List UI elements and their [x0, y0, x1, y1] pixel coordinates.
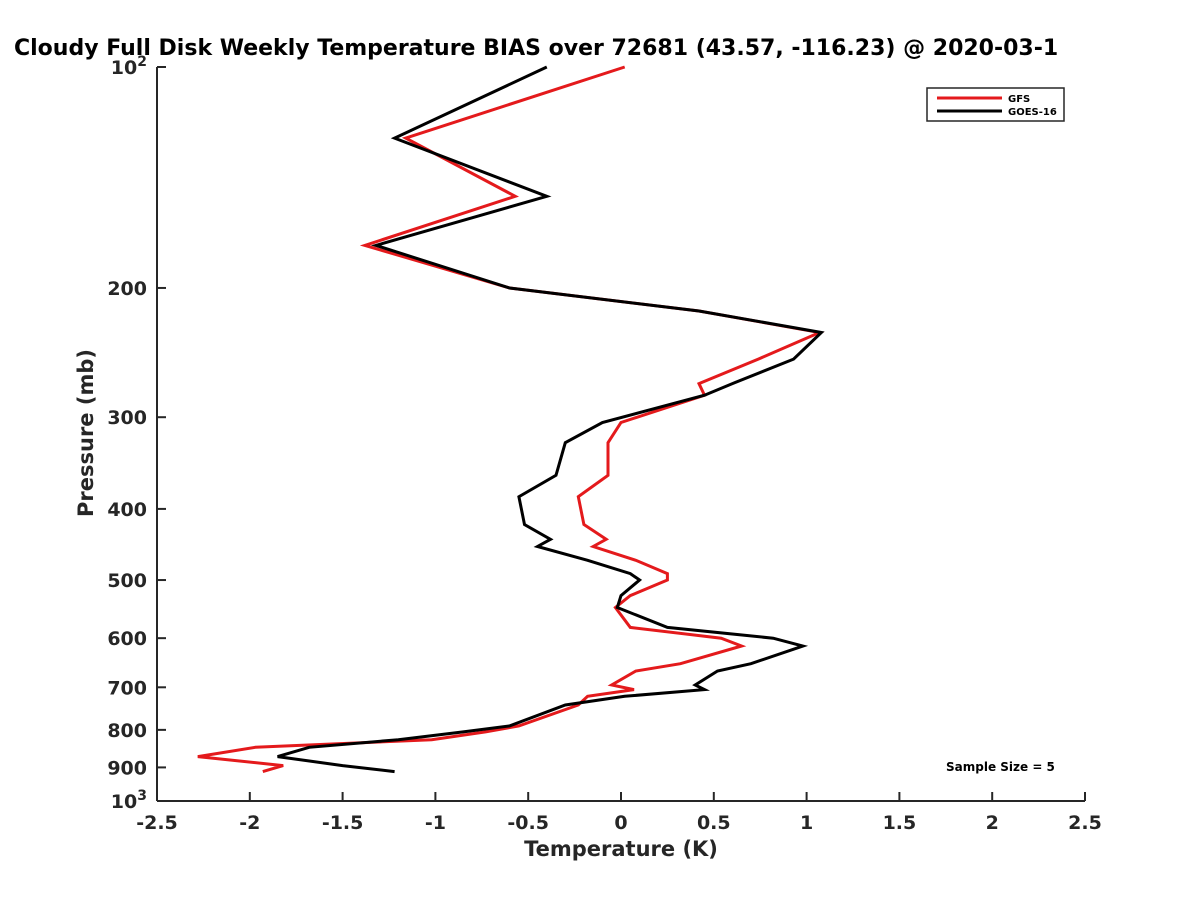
legend-label-1: GOES-16 [1008, 107, 1057, 118]
y-tick-label: 300 [107, 407, 147, 429]
y-tick-label: 900 [107, 757, 147, 779]
sample-size-annotation: Sample Size = 5 [946, 760, 1055, 774]
y-tick-label: 600 [107, 628, 147, 650]
x-tick-label: -0.5 [507, 812, 549, 834]
chart-title: Cloudy Full Disk Weekly Temperature BIAS… [14, 36, 1058, 61]
y-tick-label: 800 [107, 720, 147, 742]
series-line-1 [277, 65, 825, 774]
legend-box [926, 87, 1065, 122]
x-tick-label: -1.5 [322, 812, 364, 834]
y-tick-label: 103 [111, 788, 147, 813]
y-tick-label: 500 [107, 570, 147, 592]
y-axis-label: Pressure (mb) [74, 349, 98, 517]
x-tick-label: 2.5 [1068, 812, 1102, 834]
x-tick-label: 0 [614, 812, 627, 834]
x-ticks: -2.5 -2 -1.5 -1 -0.5 0 0.5 1 1.5 2 2.5 [136, 792, 1102, 834]
x-tick-label: 1.5 [883, 812, 917, 834]
x-tick-label: -2 [239, 812, 260, 834]
series-line-0 [197, 65, 825, 774]
legend-label-0: GFS [1008, 94, 1030, 105]
x-tick-label: 0.5 [697, 812, 731, 834]
y-tick-label: 400 [107, 499, 147, 521]
x-tick-label: 1 [800, 812, 813, 834]
y-tick-label: 200 [107, 278, 147, 300]
x-axis-label: Temperature (K) [524, 837, 718, 861]
x-tick-label: 2 [986, 812, 999, 834]
y-tick-label: 700 [107, 677, 147, 699]
legend: GFS GOES-16 [926, 87, 1065, 122]
x-tick-label: -1 [425, 812, 446, 834]
x-tick-label: -2.5 [136, 812, 178, 834]
series-layer [197, 65, 825, 774]
